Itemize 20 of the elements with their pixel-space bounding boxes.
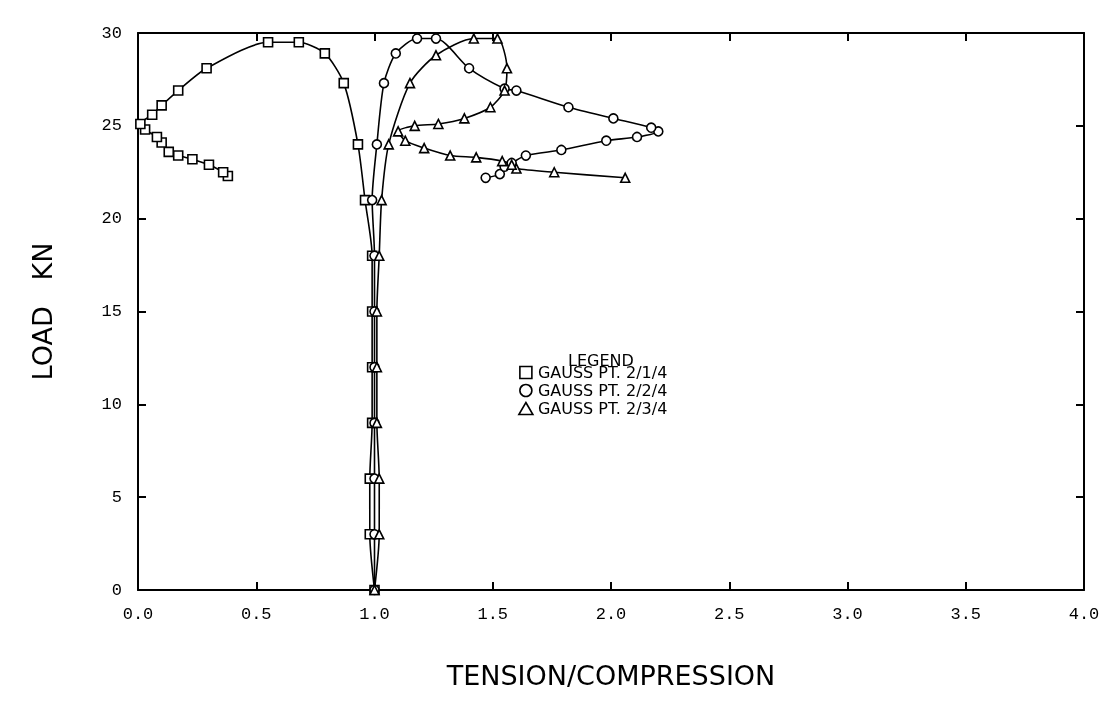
x-tick-label: 2.5 <box>713 605 745 624</box>
legend-label: GAUSS PT. 2/3/4 <box>537 399 668 418</box>
y-tick-label: 25 <box>101 116 122 136</box>
y-tick-label: 15 <box>101 302 122 321</box>
y-tick-label: 10 <box>101 394 122 414</box>
y-tick-label: 30 <box>101 23 122 43</box>
legend-label: GAUSS PT. 2/2/4 <box>537 381 668 400</box>
x-tick-label: 1.5 <box>477 605 509 624</box>
x-tick-label: 3.0 <box>832 605 863 624</box>
y-tick-label: 5 <box>111 487 122 507</box>
x-tick-label: 4.0 <box>1068 605 1100 624</box>
x-tick-label: 1.0 <box>359 605 390 624</box>
y-tick-label: 0 <box>111 580 122 600</box>
x-tick-label: 0.0 <box>122 605 154 624</box>
y-tick-label: 20 <box>101 209 122 229</box>
x-tick-label: 2.0 <box>595 605 627 624</box>
x-axis-title: TENSION/COMPRESSION <box>445 660 776 691</box>
x-tick-label: 3.5 <box>950 605 982 624</box>
x-tick-label: 0.5 <box>240 605 272 624</box>
y-axis-title: LOAD KN <box>27 242 58 381</box>
